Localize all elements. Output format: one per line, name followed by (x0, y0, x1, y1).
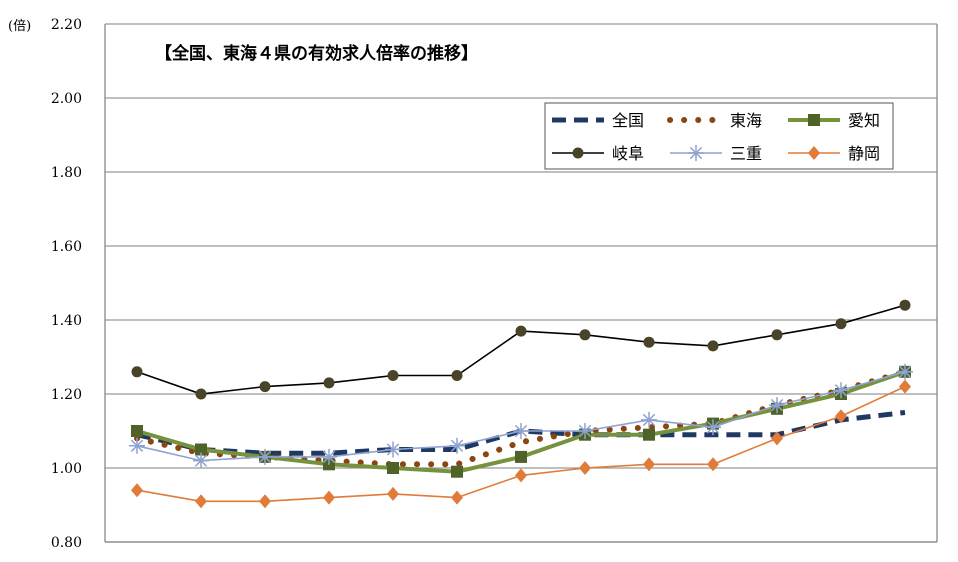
data-point (321, 448, 337, 465)
data-point (387, 462, 399, 474)
data-point (131, 425, 143, 437)
series-三重 (129, 363, 913, 469)
data-point (643, 428, 655, 441)
data-point (707, 457, 719, 472)
data-point (451, 370, 463, 381)
series-愛知 (131, 365, 911, 478)
data-point (515, 468, 527, 483)
data-point (643, 457, 655, 472)
data-point (387, 370, 399, 381)
data-point (259, 494, 271, 509)
data-point (513, 423, 529, 439)
data-point (899, 379, 911, 394)
data-point (643, 336, 655, 348)
data-point (579, 329, 591, 341)
data-point (387, 486, 399, 501)
y-tick-label: 0.80 (51, 535, 82, 551)
data-point (259, 381, 271, 393)
data-point (688, 145, 704, 161)
data-point (808, 114, 820, 126)
data-point (451, 465, 463, 478)
legend-label: 全国 (612, 111, 644, 130)
legend-label: 岐阜 (612, 144, 644, 163)
data-point (771, 431, 783, 446)
data-point (385, 441, 401, 458)
chart-title: 【全国、東海４県の有効求人倍率の推移】 (155, 43, 478, 64)
data-point (129, 437, 145, 454)
data-point (771, 329, 783, 341)
data-point (193, 452, 209, 469)
data-point (323, 490, 335, 505)
data-point (808, 146, 820, 160)
data-point (899, 299, 911, 311)
y-axis-label: (倍) (8, 19, 31, 34)
data-point (835, 409, 847, 424)
data-point (577, 423, 593, 439)
data-point (641, 411, 657, 428)
data-point (195, 388, 207, 400)
y-tick-label: 1.60 (51, 239, 82, 255)
data-point (572, 147, 584, 159)
data-point (323, 377, 335, 389)
series-静岡 (131, 379, 911, 509)
legend-label: 静岡 (848, 144, 880, 163)
data-point (833, 382, 849, 399)
data-point (449, 437, 465, 454)
data-point (897, 363, 913, 380)
legend-label: 三重 (730, 144, 762, 163)
data-point (195, 494, 207, 509)
y-tick-label: 1.40 (51, 313, 82, 329)
series-岐阜 (131, 299, 911, 400)
data-point (579, 461, 591, 475)
series-line (136, 304, 906, 395)
data-point (769, 397, 785, 414)
y-tick-label: 1.00 (51, 461, 82, 477)
data-point (835, 318, 847, 330)
data-point (131, 483, 143, 498)
data-point (707, 340, 719, 352)
legend-box (544, 102, 894, 170)
y-tick-label: 1.20 (51, 387, 82, 403)
data-point (515, 450, 527, 463)
series-line (136, 371, 906, 462)
y-tick-label: 1.80 (51, 165, 82, 181)
data-point (451, 490, 463, 505)
data-point (131, 366, 143, 378)
data-point (515, 325, 527, 337)
data-point (195, 443, 207, 456)
y-tick-label: 2.00 (51, 91, 82, 107)
data-point (257, 448, 273, 465)
y-tick-label: 2.20 (51, 17, 82, 33)
data-point (705, 419, 721, 436)
legend-label: 愛知 (848, 111, 880, 130)
legend-label: 東海 (730, 111, 762, 130)
